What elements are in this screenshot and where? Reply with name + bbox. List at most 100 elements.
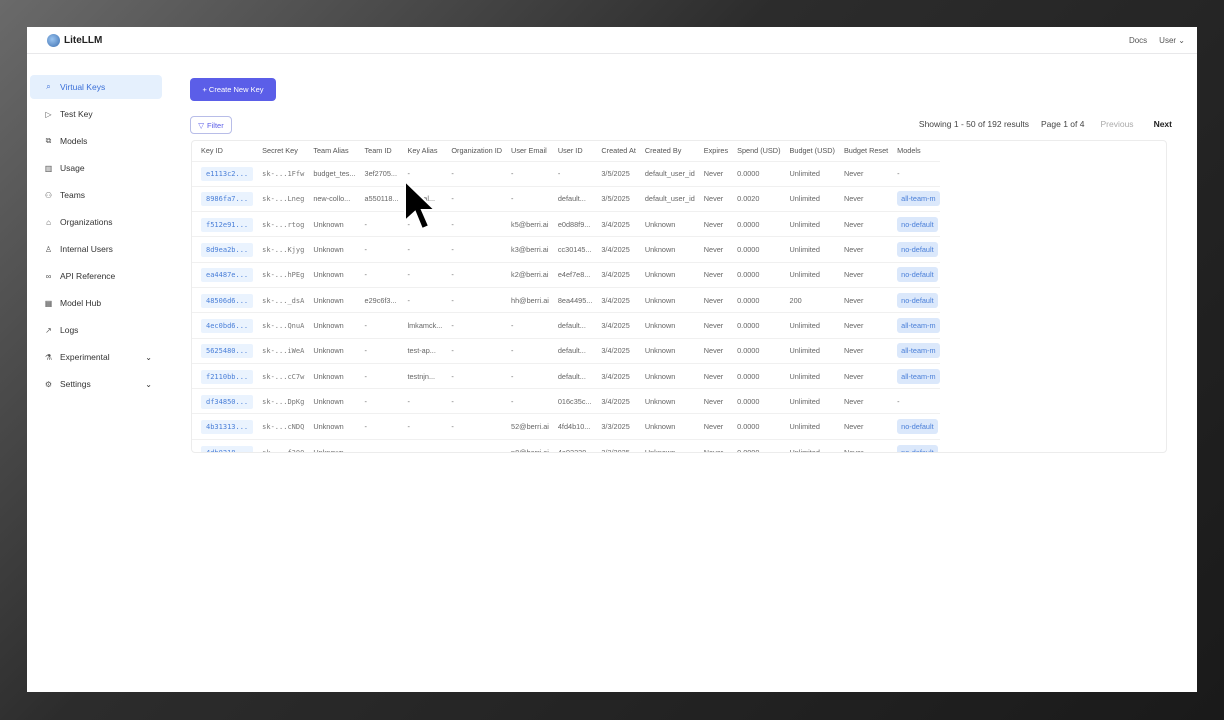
sidebar-item-logs[interactable]: ↗ Logs <box>30 318 162 342</box>
table-cell: Never <box>694 337 729 364</box>
sidebar-item-experimental[interactable]: ⚗ Experimental ⌄ <box>30 345 162 369</box>
sidebar-item-test-key[interactable]: ▷ Test Key <box>30 102 162 126</box>
cell-value: 0.0020 <box>737 194 760 204</box>
sidebar-item-settings[interactable]: ⚙ Settings ⌄ <box>30 372 162 396</box>
sidebar-item-models[interactable]: ⧉ Models <box>30 129 162 153</box>
table-cell: 200 <box>780 286 835 313</box>
table-cell: - <box>502 312 549 339</box>
table-row[interactable]: 4ec0bd6... sk-...QnuA Unknown - lmkamck... - -… <box>192 312 940 339</box>
team-icon: ⚇ <box>44 190 53 200</box>
table-cell: - <box>355 388 399 414</box>
create-new-key-button[interactable]: + Create New Key <box>190 78 276 101</box>
column-header[interactable]: Expires <box>703 146 729 156</box>
chevron-down-icon[interactable]: ⌄ <box>145 352 152 362</box>
key-id-link[interactable]: ea4487e... <box>201 268 254 283</box>
cell-value: - <box>407 169 410 179</box>
table-cell: 4a92239... <box>548 438 593 453</box>
table-row[interactable]: 48506d6... sk-..._dsA Unknown e29c6f3... - - h… <box>192 286 940 313</box>
table-cell: - <box>442 438 503 452</box>
table-row[interactable]: ea4487e... sk-...hPEg Unknown - - - k2@berri.a… <box>192 261 940 288</box>
key-id-link[interactable]: 4ec0bd6... <box>201 318 254 333</box>
column-header[interactable]: Team Alias <box>313 146 349 156</box>
cell-value: - <box>364 245 367 255</box>
filter-button[interactable]: ▽ Filter <box>190 116 232 134</box>
column-header[interactable]: Created At <box>601 146 636 156</box>
key-id-link[interactable]: df34850... <box>201 394 254 409</box>
sidebar-item-teams[interactable]: ⚇ Teams <box>30 183 162 207</box>
cell-value: Unknown <box>313 371 344 381</box>
table-cell: df34850... <box>192 388 254 414</box>
column-header[interactable]: Budget (USD) <box>789 146 835 156</box>
key-id-link[interactable]: 4b31313... <box>201 420 254 435</box>
column-header[interactable]: Key Alias <box>407 146 438 156</box>
table-cell: Never <box>694 261 729 288</box>
table-cell: f2110bb... <box>192 362 254 389</box>
cell-value: e4ef7e8... <box>557 270 591 280</box>
table-cell: 0.0000 <box>728 286 781 313</box>
sidebar-item-virtual-keys[interactable]: ⌕ Virtual Keys <box>30 75 162 99</box>
column-header[interactable]: Created By <box>644 146 682 156</box>
table-cell: Unknown <box>304 438 356 452</box>
sidebar-item-usage[interactable]: ▥ Usage <box>30 156 162 180</box>
column-header[interactable]: Organization ID <box>451 146 503 156</box>
column-header[interactable]: Spend (USD) <box>737 146 781 156</box>
cell-value: Unlimited <box>789 422 820 432</box>
key-id-link[interactable]: 5625480... <box>201 344 254 359</box>
sidebar-item-model-hub[interactable]: ▦ Model Hub <box>30 291 162 315</box>
key-id-link[interactable]: f512e91... <box>201 217 254 232</box>
logo[interactable]: LiteLLM <box>47 33 102 47</box>
cell-value: 0.0000 <box>737 295 760 305</box>
user-label: User <box>1159 35 1177 45</box>
key-id-link[interactable]: 48506d6... <box>201 293 254 308</box>
cell-value: - <box>407 295 410 305</box>
key-id-link[interactable]: f2110bb... <box>201 369 254 384</box>
column-header[interactable]: Key ID <box>201 146 223 156</box>
column-header[interactable]: User ID <box>557 146 583 156</box>
cell-value: - <box>364 320 367 330</box>
cell-value: 0.0000 <box>737 447 760 453</box>
secret-key: sk-...hPEg <box>262 271 305 280</box>
table-row[interactable]: e1113c2... sk-...1Ffw budget_tes... 3ef2705… <box>192 160 940 187</box>
sidebar-item-internal-users[interactable]: ♙ Internal Users <box>30 237 162 261</box>
sidebar-item-api-reference[interactable]: ∞ API Reference <box>30 264 162 288</box>
key-id-link[interactable]: 8d9ea2b... <box>201 243 254 258</box>
cell-value: - <box>511 346 514 356</box>
table-cell: Never <box>694 312 729 339</box>
cell-value: - <box>364 346 367 356</box>
column-header[interactable]: User Email <box>511 146 547 156</box>
user-menu[interactable]: User ⌄ <box>1159 36 1185 45</box>
table-cell: no-default <box>888 438 940 452</box>
cell-value: 4a92239... <box>557 447 593 453</box>
table-row[interactable]: f512e91... sk-...rtog Unknown - - - k5@berri.a… <box>192 211 940 237</box>
table-cell: - <box>355 312 399 339</box>
column-header[interactable]: Models <box>897 146 921 156</box>
column-header[interactable]: Team ID <box>364 146 392 156</box>
key-id-link[interactable]: 8986fa7... <box>201 192 254 207</box>
table-cell: - <box>355 337 399 364</box>
key-id-link[interactable]: e1113c2... <box>201 167 254 182</box>
model-tag: no-default <box>897 419 938 435</box>
sidebar-item-label: Virtual Keys <box>60 82 106 92</box>
column-header[interactable]: Secret Key <box>262 146 298 156</box>
docs-link[interactable]: Docs <box>1128 35 1148 45</box>
table-row[interactable]: 4b31313... sk-...cNDQ Unknown - - - 52@berri.a… <box>192 413 940 440</box>
column-header[interactable]: Budget Reset <box>843 146 889 156</box>
table-cell: Unlimited <box>780 211 835 237</box>
page-indicator: Page 1 of 4 <box>1041 119 1085 129</box>
next-button[interactable]: Next <box>1153 119 1172 129</box>
previous-button[interactable]: Previous <box>1100 119 1134 129</box>
table-cell: Never <box>694 236 729 263</box>
table-row[interactable]: 4db0218... sk-...f300 Unknown - - - n8@berri.a… <box>192 438 940 453</box>
sidebar-item-organizations[interactable]: ⌂ Organizations <box>30 210 162 234</box>
cell-value: 3/5/2025 <box>601 194 630 204</box>
cell-value: 3/4/2025 <box>601 219 630 229</box>
table-cell: - <box>398 438 443 452</box>
table-row[interactable]: df34850... sk-...DpKg Unknown - - - - 016c35c..… <box>192 388 940 414</box>
key-id-link[interactable]: 4db0218... <box>201 445 254 452</box>
table-row[interactable]: f2110bb... sk-...cC7w Unknown - testnjn... - -… <box>192 362 940 389</box>
table-row[interactable]: 8d9ea2b... sk-...Kjyg Unknown - - - k3@berri.a… <box>192 236 940 263</box>
chevron-down-icon[interactable]: ⌄ <box>145 379 152 389</box>
table-row[interactable]: 5625480... sk-...iWeA Unknown - test-ap... - -… <box>192 337 940 364</box>
cell-value: - <box>407 219 410 229</box>
table-row[interactable]: 8986fa7... sk-...Lneg new-collo... a550118.… <box>192 185 940 212</box>
